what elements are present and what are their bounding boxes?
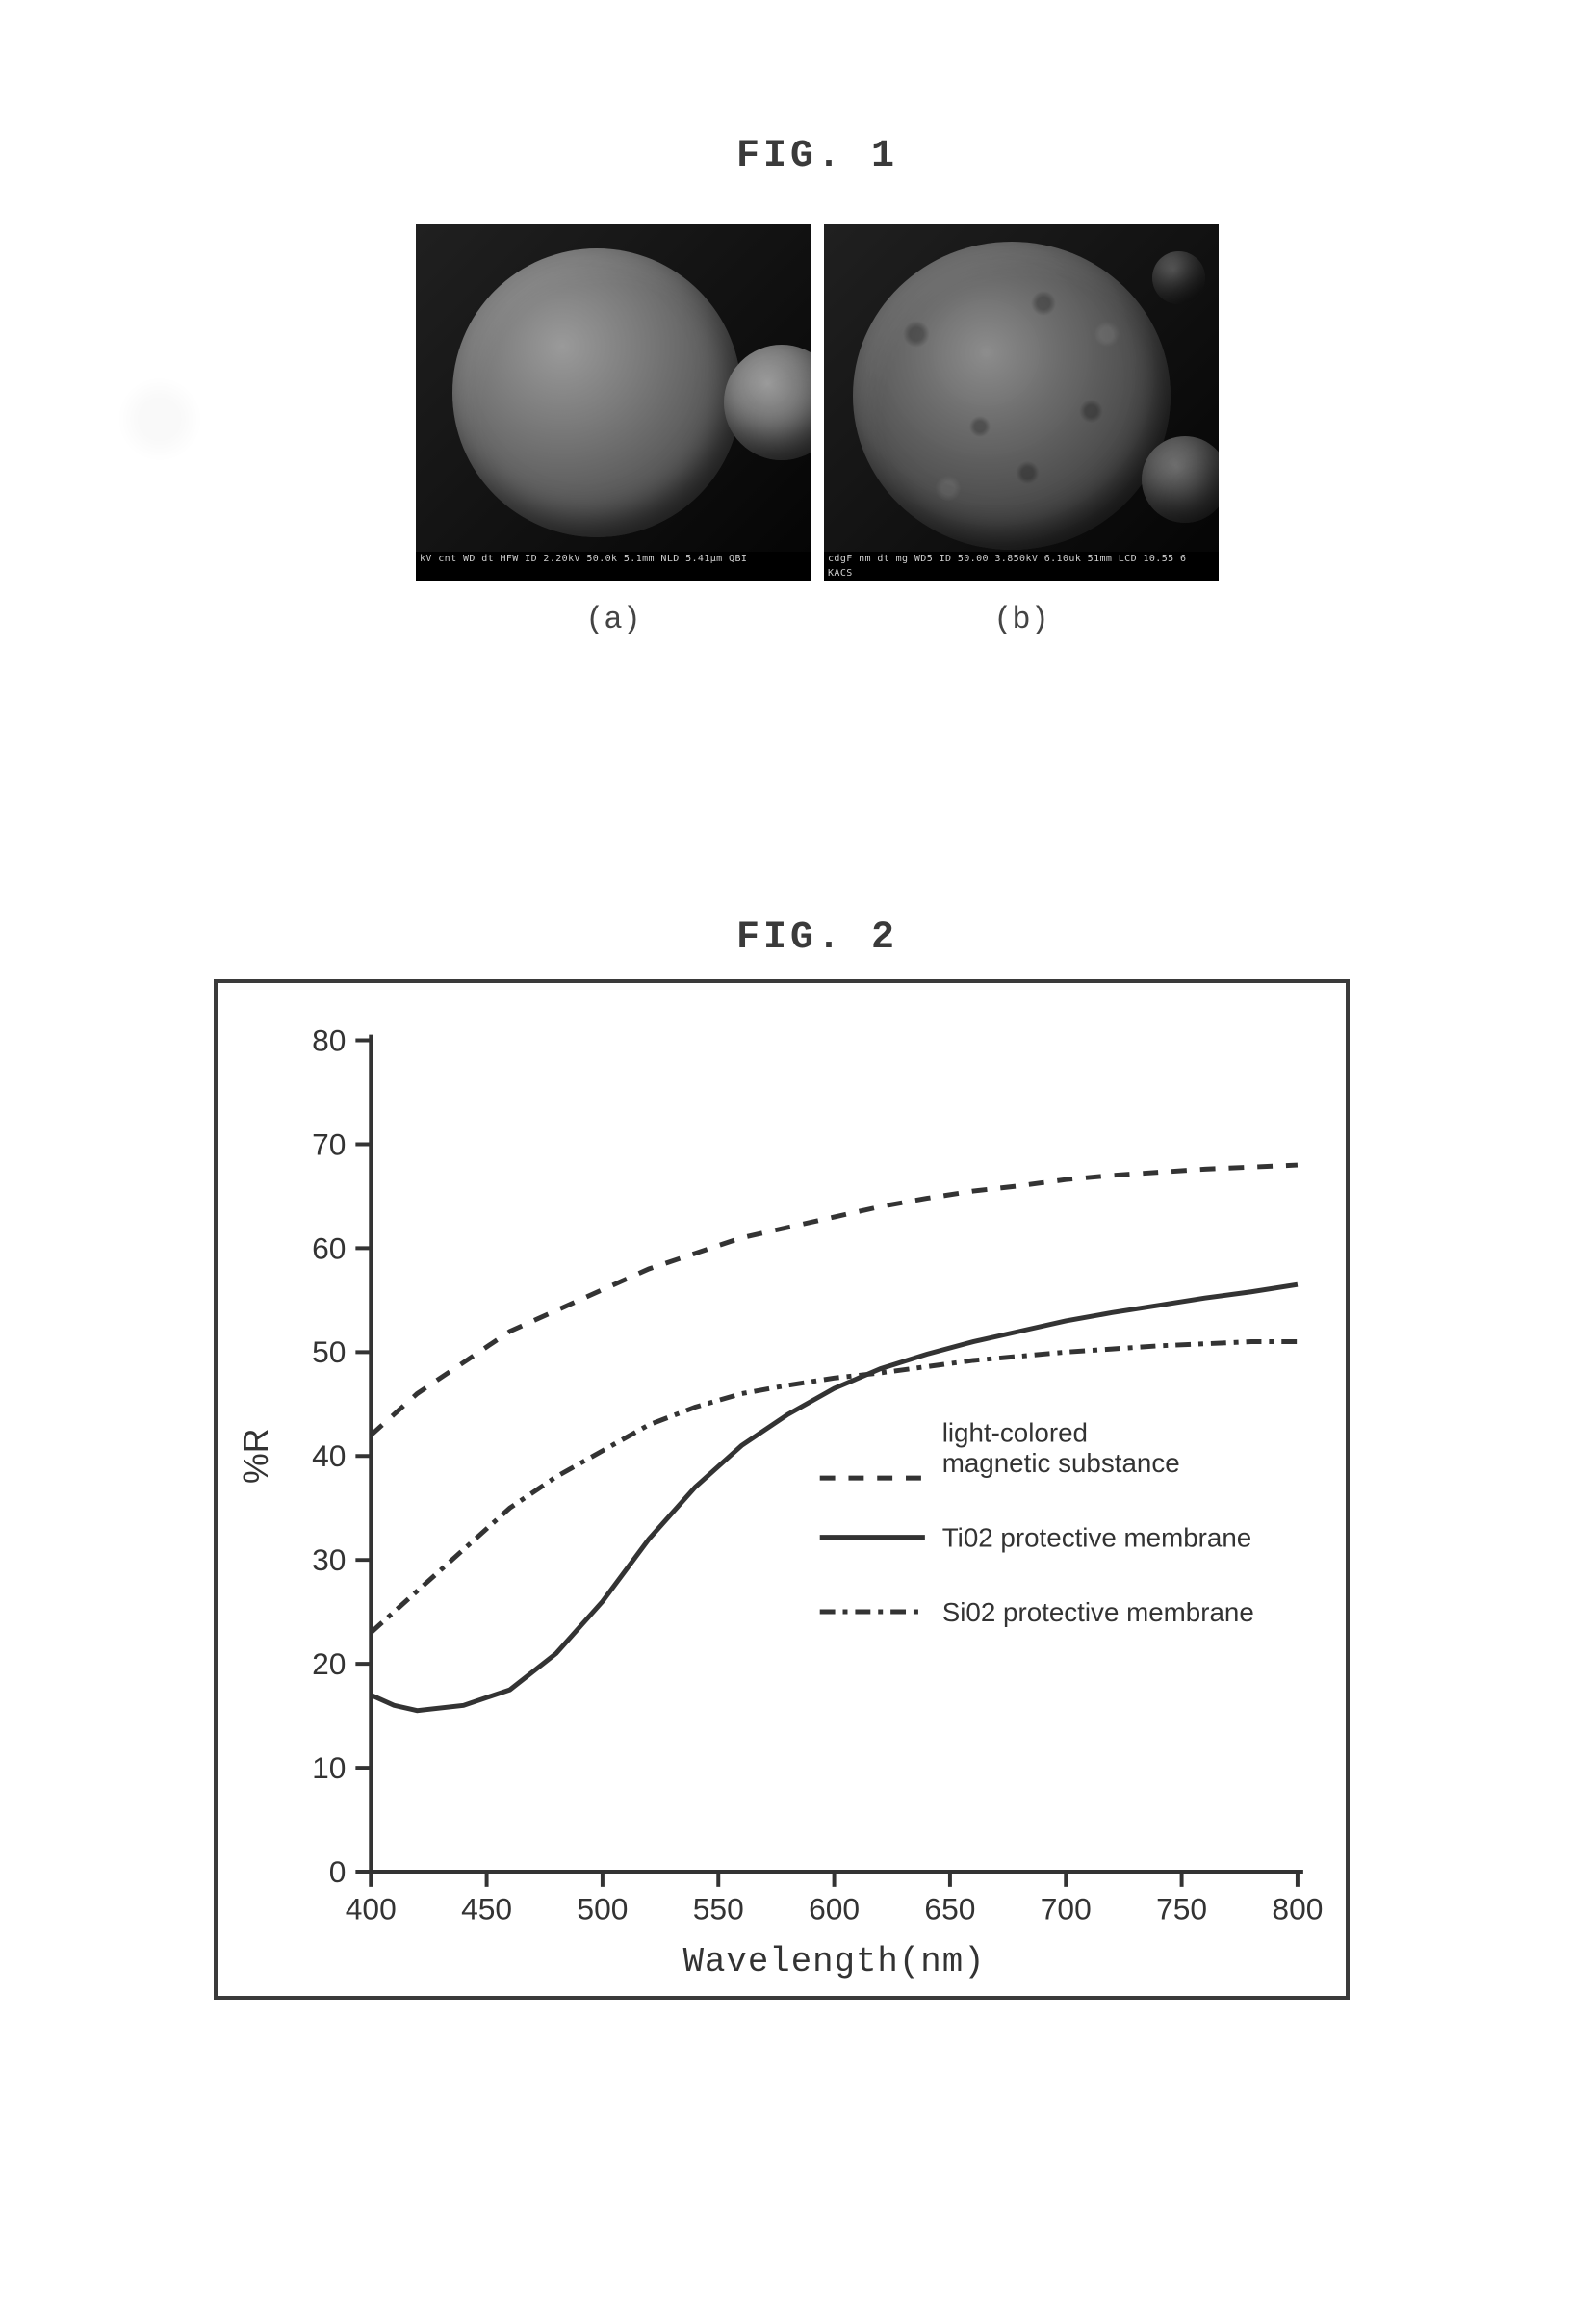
x-tick-label: 650	[924, 1892, 975, 1927]
y-tick-label: 60	[312, 1230, 346, 1265]
x-tick-label: 600	[809, 1892, 860, 1927]
sphere-icon	[853, 242, 1171, 550]
x-tick-label: 500	[577, 1892, 628, 1927]
series-line	[371, 1342, 1298, 1633]
y-axis-title: %R	[237, 1428, 275, 1484]
sem-caption-a: (a)	[416, 602, 811, 637]
sem-panel-a: kV cnt WD dt HFW ID 2.20kV 50.0k 5.1mm N…	[416, 224, 811, 637]
sem-image-b: cdgF nm dt mg WD5 ID 50.00 3.850kV 6.10u…	[824, 224, 1219, 581]
fig1-label: FIG. 1	[231, 135, 1403, 178]
reflectance-chart: 0 10 20 30 40 50 60 70 80 400 450 500 550 600 650 700 75…	[214, 979, 1350, 2000]
fig2-label: FIG. 2	[231, 917, 1403, 960]
x-tick-label: 750	[1156, 1892, 1207, 1927]
x-tick-label: 800	[1272, 1892, 1323, 1927]
fig1-row: kV cnt WD dt HFW ID 2.20kV 50.0k 5.1mm N…	[231, 224, 1403, 637]
series-line	[371, 1284, 1298, 1711]
sphere-icon	[452, 248, 741, 537]
y-tick-label: 30	[312, 1542, 346, 1577]
y-tick-label: 40	[312, 1438, 346, 1473]
y-tick-label: 70	[312, 1126, 346, 1161]
y-tick-label: 80	[312, 1022, 346, 1057]
fig1-block: FIG. 1 kV cnt WD dt HFW ID 2.20kV 50.0k …	[231, 135, 1403, 637]
legend-label: Si02 protective membrane	[942, 1597, 1254, 1627]
series-line	[371, 1165, 1298, 1436]
chart-svg: 0 10 20 30 40 50 60 70 80 400 450 500 550 600 650 700 75…	[218, 983, 1346, 1996]
y-tick-label: 10	[312, 1750, 346, 1785]
legend-label: magnetic substance	[942, 1448, 1180, 1478]
sem-info-bar-a: kV cnt WD dt HFW ID 2.20kV 50.0k 5.1mm N…	[416, 552, 811, 581]
sem-panel-b: cdgF nm dt mg WD5 ID 50.00 3.850kV 6.10u…	[824, 224, 1219, 637]
legend-label: light-colored	[942, 1417, 1088, 1447]
legend-label: Ti02 protective membrane	[942, 1523, 1252, 1553]
x-tick-label: 450	[461, 1892, 512, 1927]
y-tick-label: 0	[329, 1854, 347, 1889]
sem-info-bar-b: cdgF nm dt mg WD5 ID 50.00 3.850kV 6.10u…	[824, 552, 1219, 581]
fig2-block: FIG. 2 0 10 20 30 40 50 60 70 80 400 450 500 550 600 6…	[231, 917, 1403, 2000]
x-tick-label: 550	[693, 1892, 744, 1927]
sem-image-a: kV cnt WD dt HFW ID 2.20kV 50.0k 5.1mm N…	[416, 224, 811, 581]
sphere-icon	[1152, 251, 1205, 304]
sphere-icon	[1142, 436, 1219, 523]
y-tick-label: 50	[312, 1334, 346, 1369]
x-axis-title: Wavelength(nm)	[683, 1942, 986, 1981]
sem-caption-b: (b)	[824, 602, 1219, 637]
x-tick-label: 700	[1041, 1892, 1092, 1927]
y-tick-label: 20	[312, 1646, 346, 1681]
x-tick-label: 400	[346, 1892, 397, 1927]
